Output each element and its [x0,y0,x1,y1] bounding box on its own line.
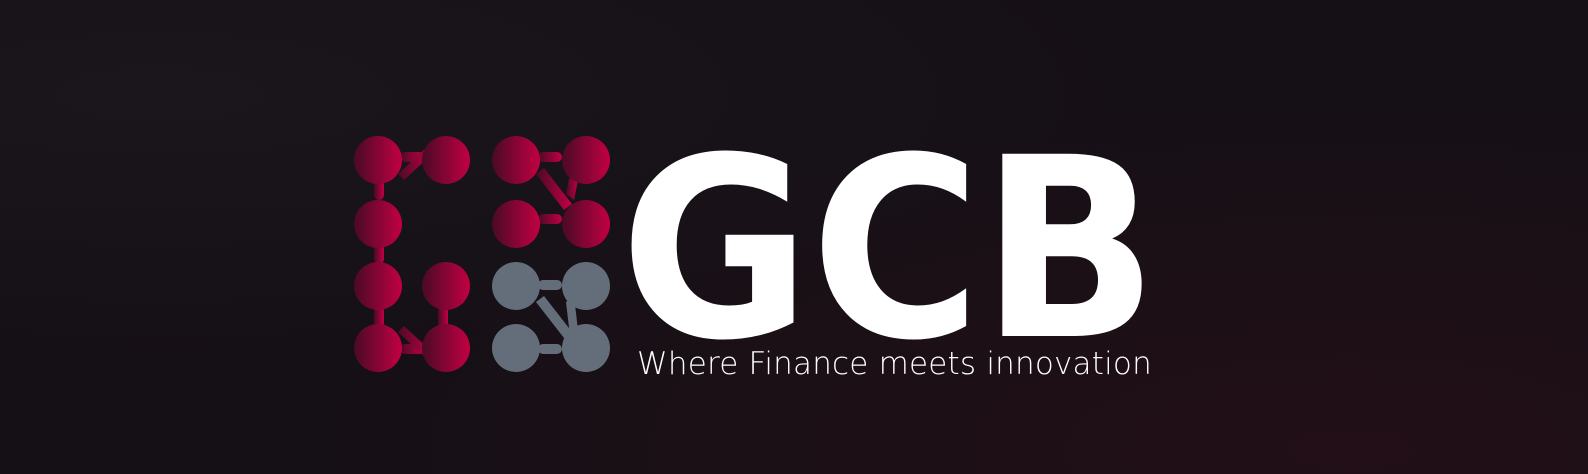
logo-left-block [354,136,470,372]
dot-grid-logo-icon [354,136,610,372]
logo-wordmark: GCB [620,148,1158,348]
logo-right-top-block [492,136,610,248]
tagline: Where Finance meets innovation [637,346,1152,382]
logo-right-bottom-block [492,262,610,372]
wordmark-text: GCB [620,148,1158,348]
